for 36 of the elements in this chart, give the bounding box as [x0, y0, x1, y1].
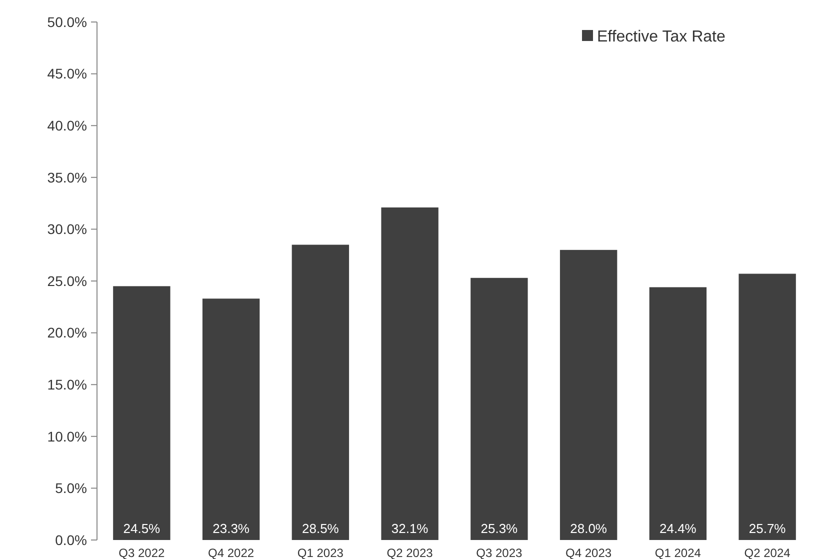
y-tick-label: 50.0%: [47, 14, 87, 30]
x-tick-label: Q3 2022: [118, 546, 166, 559]
x-tick-label: Q1 2023: [297, 546, 344, 559]
bar: [738, 274, 796, 540]
bar: [381, 207, 438, 540]
y-tick-label: 10.0%: [47, 428, 87, 444]
legend-label: Effective Tax Rate: [597, 28, 726, 46]
y-tick-label: 30.0%: [47, 221, 87, 238]
data-label: 24.4%: [660, 521, 697, 536]
x-tick-label: Q2 2023: [386, 546, 434, 559]
x-tick-label: Q1 2024: [654, 546, 702, 559]
y-tick-label: 35.0%: [47, 169, 87, 186]
bar: [292, 244, 350, 540]
bar: [649, 287, 707, 540]
y-tick-label: 5.0%: [55, 480, 87, 496]
data-label: 28.5%: [302, 521, 340, 536]
data-label: 32.1%: [391, 521, 429, 536]
x-tick-label: Q3 2023: [476, 546, 523, 559]
bar: [202, 298, 260, 540]
y-tick-label: 45.0%: [47, 66, 87, 82]
bar: [113, 286, 170, 540]
y-tick-label: 25.0%: [47, 272, 87, 289]
data-label: 28.0%: [570, 521, 608, 536]
bar: [560, 250, 618, 540]
y-tick-label: 0.0%: [55, 532, 87, 548]
y-tick-label: 40.0%: [47, 118, 87, 134]
y-tick-label: 15.0%: [47, 376, 87, 392]
x-tick-label: Q4 2022: [208, 546, 254, 559]
y-tick-label: 20.0%: [47, 324, 87, 341]
bar: [470, 278, 528, 540]
data-label: 25.7%: [748, 521, 786, 536]
data-label: 23.3%: [212, 521, 250, 536]
data-label: 25.3%: [480, 521, 518, 536]
data-label: 24.5%: [123, 521, 161, 536]
x-tick-label: Q2 2024: [744, 546, 791, 559]
x-tick-label: Q4 2023: [566, 546, 612, 559]
